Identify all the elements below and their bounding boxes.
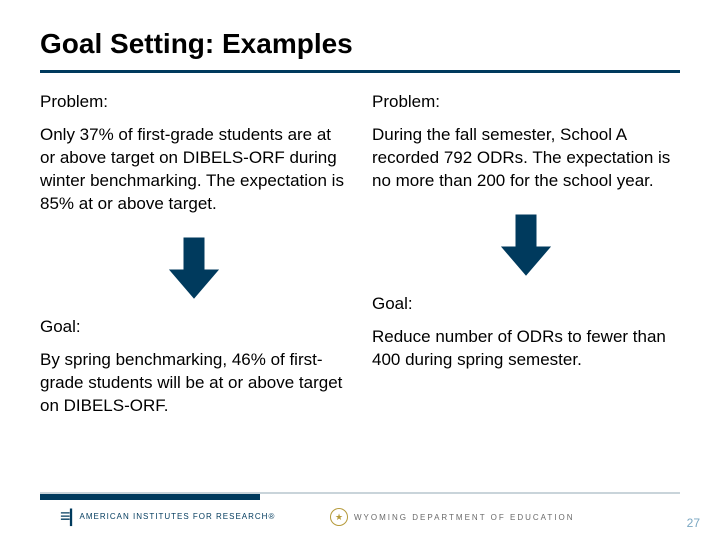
left-goal-label: Goal: — [40, 316, 348, 339]
wde-logo: ★ WYOMING DEPARTMENT OF EDUCATION — [330, 508, 575, 526]
right-problem-text: During the fall semester, School A recor… — [372, 124, 680, 193]
footer-accent-bar — [40, 494, 260, 500]
air-logo: ≡| AMERICAN INSTITUTES FOR RESEARCH® — [60, 506, 275, 527]
right-column: Problem: During the fall semester, Schoo… — [372, 91, 680, 429]
left-problem-label: Problem: — [40, 91, 348, 114]
page-number: 27 — [687, 516, 700, 530]
left-problem-text: Only 37% of first-grade students are at … — [40, 124, 348, 216]
down-arrow-icon — [498, 213, 554, 277]
right-problem-label: Problem: — [372, 91, 680, 114]
right-goal-text: Reduce number of ODRs to fewer than 400 … — [372, 326, 680, 372]
left-arrow-wrap — [40, 228, 348, 308]
air-logo-mark: ≡| — [60, 506, 72, 527]
wde-seal-icon: ★ — [330, 508, 348, 526]
footer: ≡| AMERICAN INSTITUTES FOR RESEARCH® ★ W… — [0, 492, 720, 540]
left-column: Problem: Only 37% of first-grade student… — [40, 91, 348, 429]
air-logo-text: AMERICAN INSTITUTES FOR RESEARCH® — [80, 512, 276, 521]
right-arrow-wrap — [372, 205, 680, 285]
down-arrow-icon — [166, 236, 222, 300]
content-columns: Problem: Only 37% of first-grade student… — [40, 91, 680, 429]
wde-logo-text: WYOMING DEPARTMENT OF EDUCATION — [354, 513, 575, 522]
slide: Goal Setting: Examples Problem: Only 37%… — [0, 0, 720, 540]
left-goal-text: By spring benchmarking, 46% of first-gra… — [40, 349, 348, 418]
right-goal-label: Goal: — [372, 293, 680, 316]
slide-title: Goal Setting: Examples — [40, 28, 680, 73]
